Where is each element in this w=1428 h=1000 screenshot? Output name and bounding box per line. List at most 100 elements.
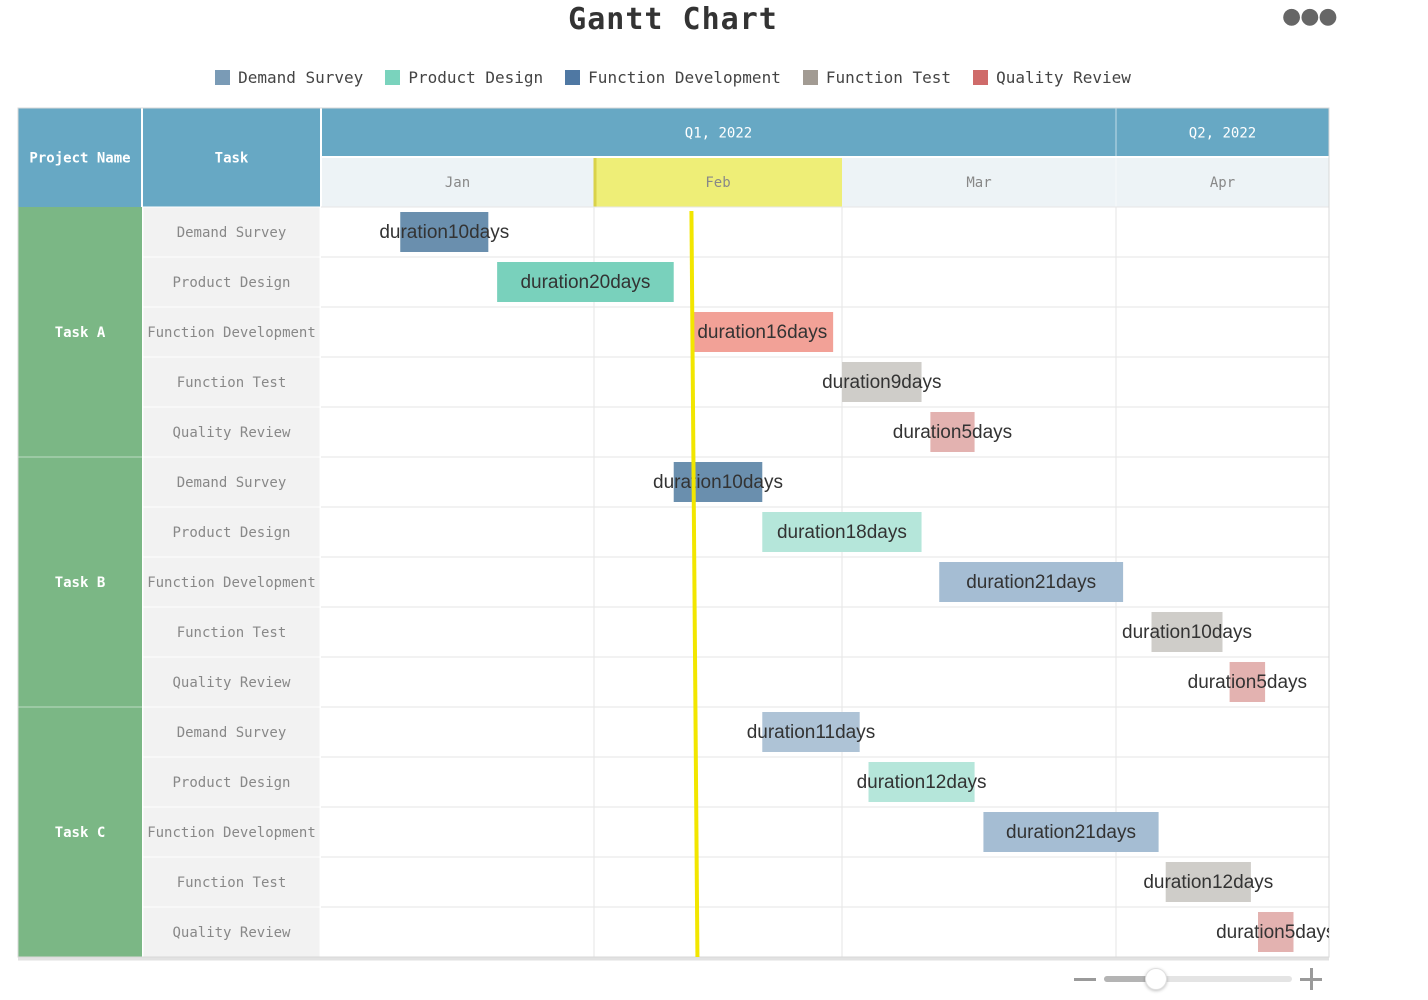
legend-item[interactable]: Product Design [385,68,543,87]
task-name: Demand Survey [177,475,287,491]
legend-swatch [973,70,989,85]
header-left-cells [18,157,321,207]
project-cell [18,707,142,957]
task-name: Product Design [172,525,290,541]
zoom-out-icon[interactable] [1074,978,1096,981]
project-cell [18,457,142,707]
legend-label: Function Development [588,68,781,87]
quarter-label: Q2, 2022 [1189,126,1256,142]
legend-item[interactable]: Function Development [565,68,781,87]
task-bar [762,512,922,552]
task-bar [673,462,763,502]
zoom-slider-track[interactable] [1104,968,1292,990]
highlighted-month-cell [594,157,842,207]
task-name: Function Development [147,325,316,341]
today-marker-line [689,210,700,958]
task-name: Quality Review [172,925,291,941]
task-cell [142,806,321,858]
task-cell [142,306,321,358]
legend-swatch [565,70,581,85]
zoom-slider-handle[interactable] [1144,968,1167,990]
legend-swatch [215,70,231,85]
quarter-label: Q1, 2022 [685,126,752,142]
month-label: Apr [1210,175,1235,191]
legend-item[interactable]: Function Test [802,68,952,87]
task-name: Function Test [177,375,287,391]
bar-label: duration9days [822,372,941,393]
task-bar [497,262,674,302]
project-cell [18,207,142,457]
bar-label: duration20days [520,272,650,293]
task-name: Demand Survey [177,225,287,241]
chart-border [17,107,1330,958]
bar-label: duration12days [857,772,987,793]
task-name: Function Development [147,575,316,591]
task-cell [142,606,321,658]
task-name: Quality Review [172,675,291,691]
task-bar [691,312,834,352]
bar-label: duration21days [1006,822,1136,843]
task-bar [762,712,860,752]
task-name: Quality Review [172,425,291,441]
task-name: Product Design [172,775,290,791]
task-cell [142,556,321,608]
bar-label: duration12days [1143,872,1273,893]
project-name: Task C [55,825,106,841]
task-bar [983,812,1159,852]
legend-item[interactable]: Quality Review [973,68,1131,87]
task-cell [142,256,321,308]
bars-layer: duration10days duration20days duration16da… [379,212,1335,952]
task-name: Function Test [177,875,287,891]
task-cell [142,206,321,258]
bar-label: duration5days [893,422,1012,443]
task-bar [1165,862,1251,902]
project-column-header: Project Name [29,151,130,167]
project-name: Task B [55,575,106,591]
task-cell [142,906,321,958]
task-bar [930,412,975,452]
task-bar [939,562,1124,602]
task-cell [142,656,321,708]
task-cell [142,706,321,758]
task-column-header: Task [215,151,249,167]
legend-label: Function Test [825,68,952,87]
task-bar [842,362,922,402]
task-bar [400,212,489,252]
header-quarter-row [18,108,1329,157]
task-cell [142,456,321,508]
task-bar [1151,612,1223,652]
zoom-control [1074,964,1326,996]
legend-label: Quality Review [996,68,1131,87]
month-label: Jan [445,175,470,191]
zoom-in-icon[interactable] [1300,968,1322,990]
task-bar [1229,662,1266,702]
bar-label: duration10days [1122,622,1252,643]
task-bar [1258,912,1294,952]
task-cell [142,856,321,908]
task-name: Demand Survey [177,725,287,741]
task-cell [142,756,321,808]
task-bar [868,762,975,802]
project-name: Task A [55,325,106,341]
legend-swatch [385,70,401,85]
bar-label: duration10days [653,472,783,493]
legend: Demand Survey Product Design Function Deve… [0,68,1346,87]
bar-label: duration5days [1216,922,1335,943]
bar-label: duration18days [777,522,907,543]
legend-swatch [802,70,818,85]
task-cell [142,356,321,408]
legend-label: Demand Survey [238,68,364,87]
bar-label: duration16days [697,322,827,343]
task-name: Function Test [177,625,287,641]
month-label: Feb [705,175,730,191]
task-name: Product Design [172,275,290,291]
bar-label: duration11days [747,722,876,743]
legend-item[interactable]: Demand Survey [215,68,363,87]
task-cell [142,506,321,558]
zoom-slider-fill [1104,976,1155,982]
task-cell [142,406,321,458]
bar-label: duration5days [1188,672,1307,693]
bar-label: duration10days [379,222,509,243]
month-label: Mar [966,175,991,191]
